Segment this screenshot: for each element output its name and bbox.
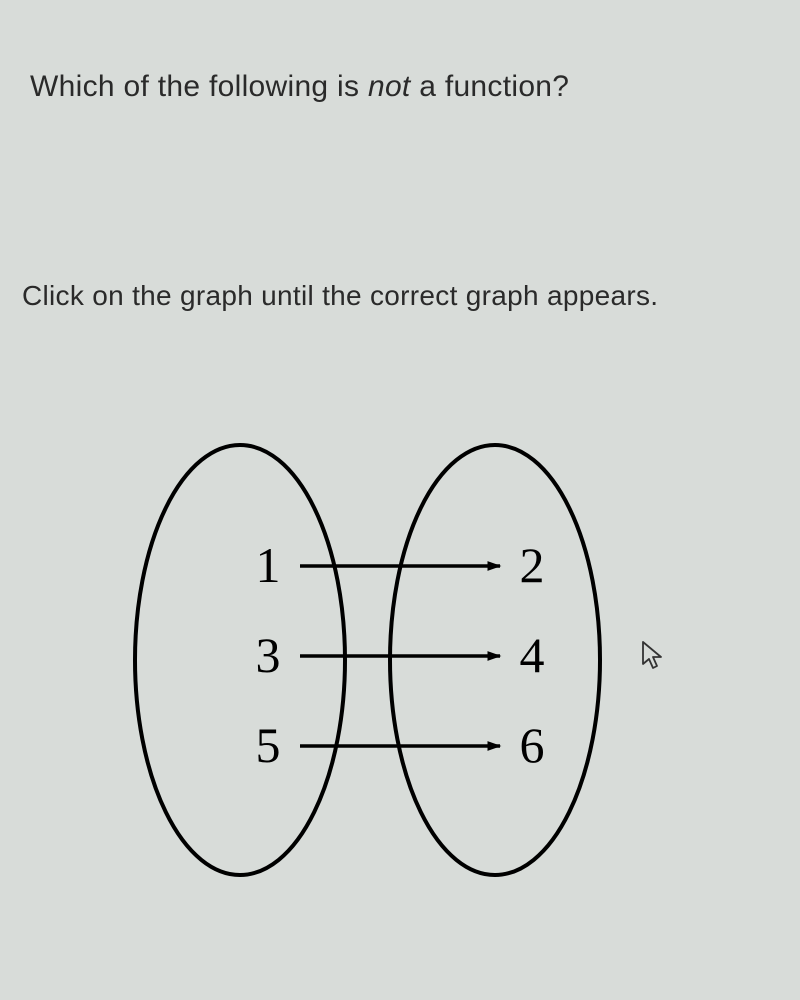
domain-value: 1 bbox=[256, 537, 281, 593]
question-suffix: a function? bbox=[411, 70, 570, 103]
instruction-text: Click on the graph until the correct gra… bbox=[22, 280, 658, 312]
question-prefix: Which of the following is bbox=[30, 70, 368, 103]
codomain-value: 6 bbox=[520, 717, 545, 773]
domain-value: 3 bbox=[256, 627, 281, 683]
question-text: Which of the following is not a function… bbox=[30, 70, 569, 104]
codomain-value: 2 bbox=[520, 537, 545, 593]
codomain-value: 4 bbox=[520, 627, 545, 683]
mapping-diagram[interactable]: 1 3 5 2 4 6 bbox=[100, 420, 620, 900]
domain-value: 5 bbox=[256, 717, 281, 773]
question-italic: not bbox=[368, 70, 411, 103]
cursor-icon bbox=[640, 640, 666, 672]
codomain-ellipse bbox=[390, 445, 600, 875]
domain-ellipse bbox=[135, 445, 345, 875]
